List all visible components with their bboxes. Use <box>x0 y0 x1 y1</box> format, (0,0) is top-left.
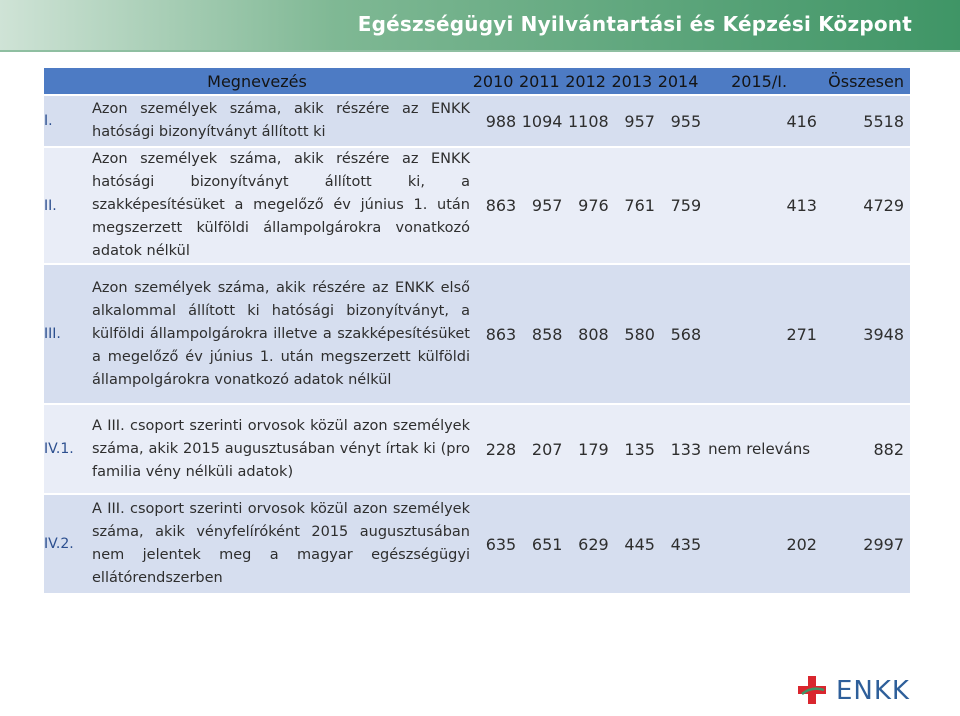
value-cell: 761 <box>608 148 655 263</box>
row-id: III. <box>44 265 92 403</box>
total-cell: 3948 <box>816 265 910 403</box>
table-row: IV.1. A III. csoport szerinti orvosok kö… <box>44 405 910 493</box>
value-cell: 651 <box>516 495 563 593</box>
table-row: II. Azon személyek száma, akik részére a… <box>44 148 910 263</box>
value-cell: 863 <box>470 148 517 263</box>
table-row: III. Azon személyek száma, akik részére … <box>44 265 910 403</box>
statistics-table: Megnevezés 2010 2011 2012 2013 2014 2015… <box>44 66 910 595</box>
row-description: Azon személyek száma, akik részére az EN… <box>92 148 470 263</box>
total-cell: 882 <box>816 405 910 493</box>
header-banner: Egészségügyi Nyilvántartási és Képzési K… <box>0 0 960 50</box>
value-cell: 580 <box>608 265 655 403</box>
value-cell: 413 <box>701 148 817 263</box>
column-header-name: Megnevezés <box>44 68 470 94</box>
value-cell: 202 <box>701 495 817 593</box>
row-description: Azon személyek száma, akik részére az EN… <box>92 265 470 403</box>
value-cell: 635 <box>470 495 517 593</box>
row-description: A III. csoport szerinti orvosok közül az… <box>92 495 470 593</box>
value-cell-not-relevant: nem releváns <box>701 405 817 493</box>
value-cell: 1094 <box>516 96 563 146</box>
row-description: Azon személyek száma, akik részére az EN… <box>92 96 470 146</box>
table-row: IV.2. A III. csoport szerinti orvosok kö… <box>44 495 910 593</box>
header-divider <box>0 50 960 52</box>
value-cell: 445 <box>608 495 655 593</box>
value-cell: 207 <box>516 405 563 493</box>
table-row: I. Azon személyek száma, akik részére az… <box>44 96 910 146</box>
column-header-2013: 2013 <box>608 68 655 94</box>
column-header-2010: 2010 <box>470 68 517 94</box>
column-header-2015-i: 2015/I. <box>701 68 817 94</box>
column-header-2014: 2014 <box>654 68 702 94</box>
column-header-total: Összesen <box>816 68 910 94</box>
value-cell: 759 <box>654 148 702 263</box>
value-cell: 863 <box>470 265 517 403</box>
value-cell: 271 <box>701 265 817 403</box>
total-cell: 4729 <box>816 148 910 263</box>
value-cell: 228 <box>470 405 517 493</box>
row-id: IV.1. <box>44 405 92 493</box>
row-id: I. <box>44 96 92 146</box>
enkk-logo: ENKK <box>796 670 926 710</box>
value-cell: 957 <box>516 148 563 263</box>
total-cell: 2997 <box>816 495 910 593</box>
value-cell: 629 <box>562 495 609 593</box>
red-cross-logo-icon <box>798 676 826 704</box>
value-cell: 179 <box>562 405 609 493</box>
row-id: IV.2. <box>44 495 92 593</box>
value-cell: 416 <box>701 96 817 146</box>
value-cell: 808 <box>562 265 609 403</box>
value-cell: 957 <box>608 96 655 146</box>
value-cell: 568 <box>654 265 702 403</box>
value-cell: 955 <box>654 96 702 146</box>
column-header-2011: 2011 <box>516 68 563 94</box>
logo-text: ENKK <box>836 676 910 706</box>
total-cell: 5518 <box>816 96 910 146</box>
value-cell: 133 <box>654 405 702 493</box>
row-id: II. <box>44 148 92 263</box>
value-cell: 435 <box>654 495 702 593</box>
column-header-2012: 2012 <box>562 68 609 94</box>
table-header-row: Megnevezés 2010 2011 2012 2013 2014 2015… <box>44 68 910 94</box>
value-cell: 135 <box>608 405 655 493</box>
row-description: A III. csoport szerinti orvosok közül az… <box>92 405 470 493</box>
value-cell: 988 <box>470 96 517 146</box>
value-cell: 976 <box>562 148 609 263</box>
header-title: Egészségügyi Nyilvántartási és Képzési K… <box>357 12 912 36</box>
value-cell: 858 <box>516 265 563 403</box>
value-cell: 1108 <box>562 96 609 146</box>
